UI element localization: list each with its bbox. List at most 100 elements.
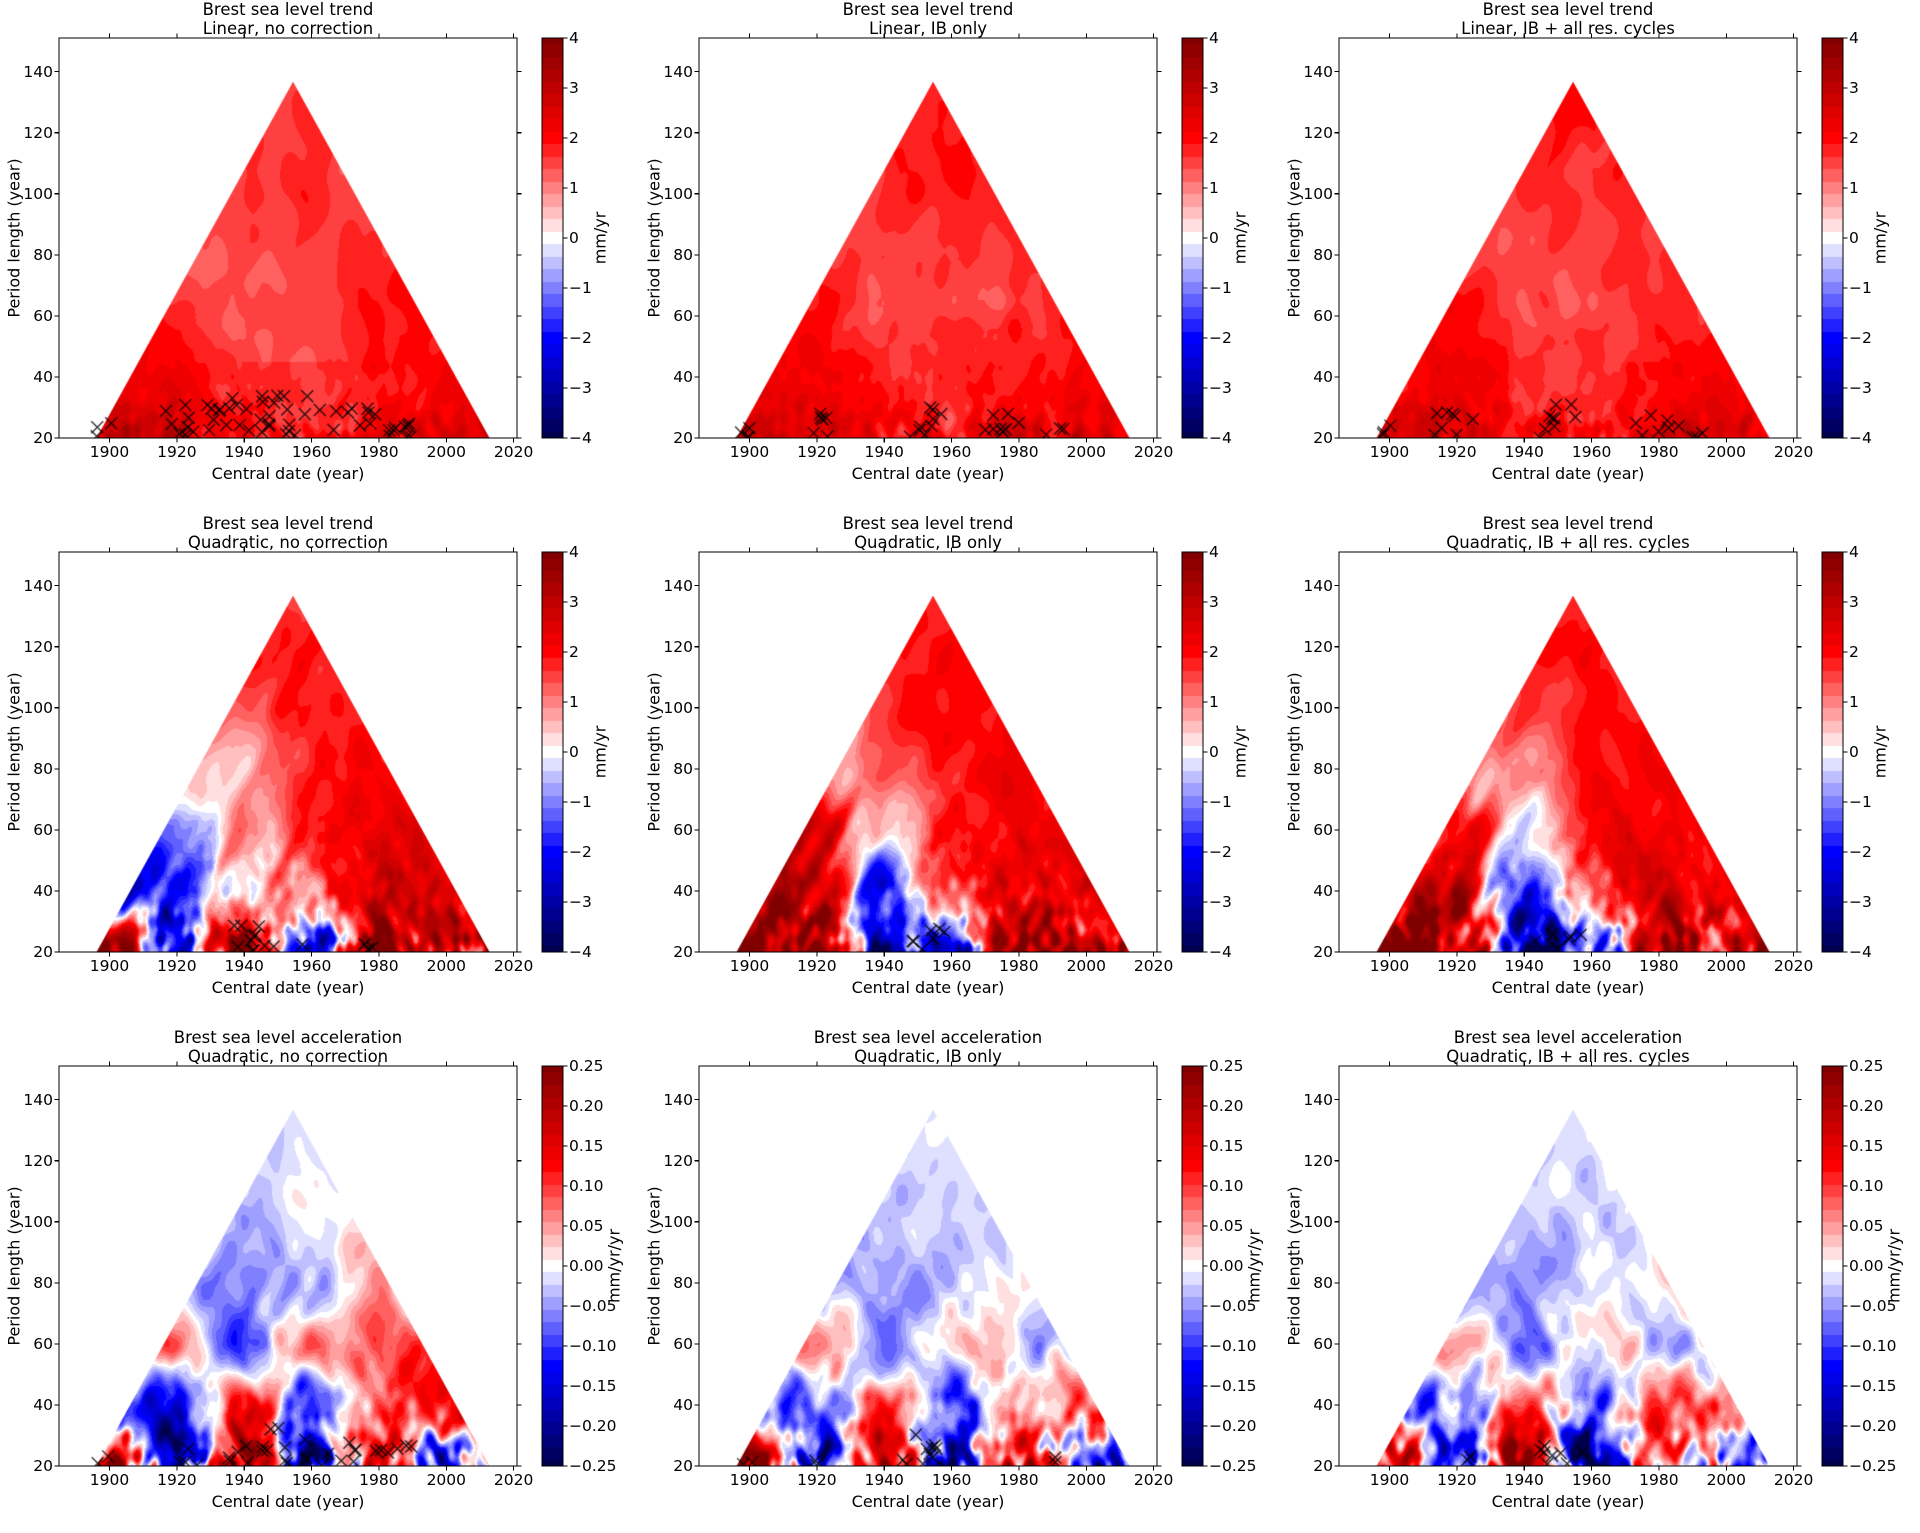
- colorbar-tick-label: −0.10: [569, 1337, 617, 1355]
- x-tick-label: 1960: [1571, 1471, 1612, 1489]
- y-tick-label: 120: [1303, 123, 1333, 142]
- colorbar-gradient: [1182, 1066, 1203, 1466]
- colorbar-tick-label: 4: [569, 29, 579, 47]
- plot-title: Brest sea level acceleration Quadratic, …: [173, 1028, 403, 1066]
- x-tick-label: 1900: [729, 1471, 770, 1489]
- colorbar-tick-label: 2: [569, 643, 579, 661]
- x-tick-label: 1960: [291, 957, 332, 975]
- heatmap-canvas: [1339, 1066, 1797, 1466]
- colorbar-tick-label: 2: [1849, 129, 1859, 147]
- x-axis-label: Central date (year): [211, 464, 365, 483]
- x-tick-label: 1920: [157, 957, 197, 975]
- subplot-accel-quadratic-ib: Brest sea level acceleration Quadratic, …: [640, 1028, 1280, 1533]
- x-tick-label: 1920: [797, 443, 837, 461]
- colorbar-tick-label: 0.00: [1849, 1257, 1884, 1275]
- colorbar-tick-label: 0.05: [1849, 1217, 1884, 1235]
- y-axis-label: Period length (year): [1284, 158, 1304, 318]
- subplot-trend-quadratic-ib: Brest sea level trend Quadratic, IB only…: [640, 514, 1280, 1019]
- x-axis-label: Central date (year): [1491, 978, 1645, 997]
- plot-title: Brest sea level trend Quadratic, IB only: [842, 514, 1014, 552]
- y-tick-label: 60: [1313, 1334, 1333, 1353]
- colorbar-tick-label: −2: [569, 329, 592, 347]
- x-tick-label: 1960: [291, 443, 332, 461]
- y-tick-label: 100: [1303, 698, 1333, 717]
- y-tick-label: 100: [1303, 184, 1333, 203]
- y-tick-label: 140: [1303, 1090, 1333, 1109]
- colorbar-tick-label: −0.15: [1849, 1377, 1897, 1395]
- x-tick-label: 1900: [729, 443, 770, 461]
- colorbar-tick-label: −1: [1849, 793, 1872, 811]
- colorbar-tick-label: −4: [1209, 943, 1232, 961]
- plot-title: Brest sea level trend Quadratic, IB + al…: [1446, 514, 1690, 552]
- colorbar-tick-label: 0.10: [569, 1177, 604, 1195]
- subplot-trend-linear-ib: Brest sea level trend Linear, IB only Pe…: [640, 0, 1280, 505]
- colorbar-label: mm/yr: [1870, 211, 1890, 265]
- x-tick-label: 1940: [864, 443, 904, 461]
- colorbar-label: mm/yr/yr: [604, 1228, 624, 1304]
- colorbar-gradient: [542, 1066, 563, 1466]
- plot-title: Brest sea level acceleration Quadratic, …: [813, 1028, 1043, 1066]
- colorbar-tick-label: −2: [1849, 843, 1872, 861]
- colorbar-tick-label: −4: [1849, 429, 1872, 447]
- x-tick-label: 1920: [1437, 957, 1477, 975]
- y-tick-label: 40: [33, 367, 53, 386]
- colorbar-tick-label: 0.20: [1209, 1097, 1244, 1115]
- colorbar-tick-label: −0.25: [1849, 1457, 1897, 1475]
- colorbar-tick-label: 3: [1209, 593, 1219, 611]
- y-tick-label: 40: [1313, 367, 1333, 386]
- y-tick-label: 20: [33, 429, 53, 447]
- y-tick-label: 120: [663, 637, 693, 656]
- y-tick-label: 60: [33, 820, 53, 839]
- colorbar-label: mm/yr/yr: [1244, 1228, 1264, 1304]
- plot-title: Brest sea level acceleration Quadratic, …: [1446, 1028, 1690, 1066]
- y-tick-label: 140: [663, 62, 693, 81]
- x-tick-label: 1900: [1369, 1471, 1410, 1489]
- x-tick-label: 2000: [1066, 957, 1107, 975]
- colorbar-tick-label: 1: [1849, 179, 1859, 197]
- x-tick-label: 2020: [1133, 443, 1174, 461]
- colorbar-tick-label: 3: [1209, 79, 1219, 97]
- x-tick-label: 1980: [1639, 957, 1679, 975]
- x-tick-label: 2000: [426, 443, 467, 461]
- colorbar-tick-label: 0.25: [1209, 1057, 1244, 1075]
- y-tick-label: 120: [1303, 1151, 1333, 1170]
- colorbar-tick-label: 4: [1209, 543, 1219, 561]
- colorbar-tick-label: −2: [1849, 329, 1872, 347]
- colorbar-tick-label: −0.05: [569, 1297, 617, 1315]
- x-tick-label: 1900: [729, 957, 770, 975]
- x-tick-label: 1960: [1571, 957, 1612, 975]
- y-tick-label: 80: [673, 759, 693, 778]
- colorbar-tick-label: −3: [1849, 893, 1872, 911]
- colorbar-label: mm/yr: [1230, 725, 1250, 779]
- colorbar-tick-label: 0: [1209, 229, 1219, 247]
- colorbar-tick-label: −0.25: [1209, 1457, 1257, 1475]
- heatmap-canvas: [699, 38, 1157, 438]
- colorbar-tick-label: 0: [1209, 743, 1219, 761]
- colorbar-tick-label: −3: [1849, 379, 1872, 397]
- x-tick-label: 1900: [89, 957, 130, 975]
- subplot-accel-quadratic-nocorr: Brest sea level acceleration Quadratic, …: [0, 1028, 640, 1533]
- y-tick-label: 40: [673, 367, 693, 386]
- colorbar-tick-label: 3: [1849, 593, 1859, 611]
- x-tick-label: 1960: [1571, 443, 1612, 461]
- y-tick-label: 80: [33, 1273, 53, 1292]
- x-tick-label: 1900: [1369, 443, 1410, 461]
- x-tick-label: 1980: [999, 443, 1039, 461]
- colorbar-label: mm/yr/yr: [1884, 1228, 1904, 1304]
- colorbar-tick-label: −3: [1209, 379, 1232, 397]
- x-tick-label: 1980: [359, 443, 399, 461]
- x-tick-label: 1980: [359, 957, 399, 975]
- y-axis-label: Period length (year): [644, 1186, 664, 1346]
- x-axis-label: Central date (year): [211, 1492, 365, 1511]
- y-tick-label: 20: [1313, 429, 1333, 447]
- x-tick-label: 1900: [1369, 957, 1410, 975]
- y-tick-label: 140: [1303, 62, 1333, 81]
- y-tick-label: 140: [23, 576, 53, 595]
- colorbar-tick-label: 0.25: [569, 1057, 604, 1075]
- x-tick-label: 2000: [1066, 1471, 1107, 1489]
- subplot-trend-linear-nocorr: Brest sea level trend Linear, no correct…: [0, 0, 640, 505]
- y-tick-label: 60: [33, 306, 53, 325]
- colorbar-tick-label: −3: [569, 893, 592, 911]
- colorbar-tick-label: −4: [1209, 429, 1232, 447]
- y-tick-label: 140: [23, 1090, 53, 1109]
